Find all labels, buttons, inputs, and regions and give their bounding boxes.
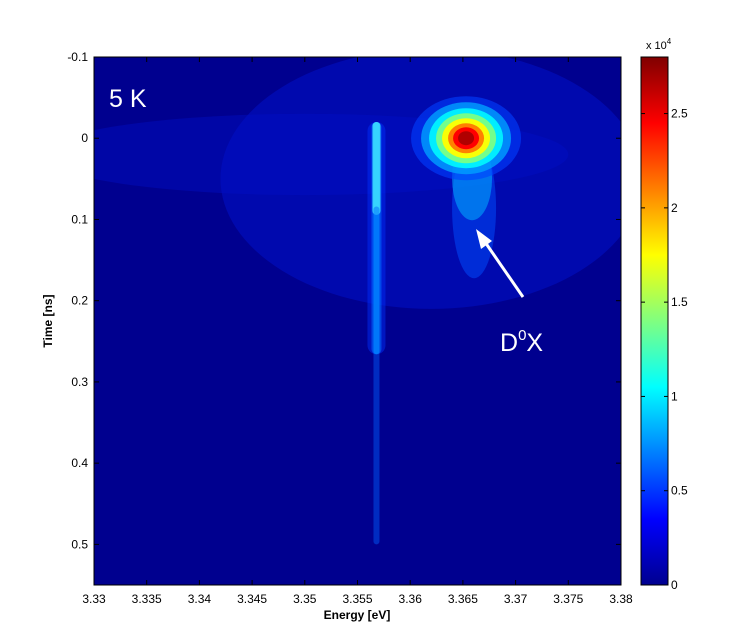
heatmap-layer [94, 57, 621, 545]
peak-arrow-shaft [483, 241, 525, 298]
x-tick-label: 3.36 [399, 592, 423, 606]
peak-label: D0X [500, 327, 543, 357]
y-tick-label: -0.1 [67, 50, 88, 64]
peak-label-main: D [500, 329, 518, 357]
colorbar-axis: 0 0.5 1 1.5 2 2.5 [641, 107, 688, 592]
heatmap-glow [220, 57, 621, 309]
colorbar-tick-label: 2 [671, 201, 678, 215]
x-tick-label: 3.35 [293, 592, 317, 606]
colorbar-exponent: x 104 [646, 37, 672, 52]
colorbar-tick-label: 2.5 [671, 107, 688, 121]
temperature-label: 5 K [109, 85, 147, 113]
y-tick-label: 0.4 [71, 456, 88, 470]
x-tick-label: 3.38 [609, 592, 633, 606]
colorbar-exponent-power: 4 [667, 37, 672, 46]
peak-label-sup: 0 [518, 327, 526, 344]
y-tick-label: 0.5 [71, 537, 88, 551]
x-tick-label: 3.37 [504, 592, 528, 606]
peak-label-tail: X [526, 329, 543, 357]
x-axis-label: Energy [eV] [324, 608, 391, 622]
emission-line-core [372, 121, 381, 215]
intensity-blob-mark [458, 131, 475, 146]
y-tick-label: 0 [81, 131, 88, 145]
colorbar [640, 56, 669, 586]
colorbar-tick-label: 1 [671, 389, 678, 403]
x-tick-label: 3.345 [237, 592, 267, 606]
x-tick-label: 3.355 [342, 592, 372, 606]
y-tick-label: 0.2 [71, 294, 88, 308]
x-tick-label: 3.375 [553, 592, 583, 606]
colorbar-tick-label: 0 [671, 578, 678, 592]
colorbar-tick-label: 1.5 [671, 295, 688, 309]
y-tick-label: 0.3 [71, 375, 88, 389]
x-tick-label: 3.365 [448, 592, 478, 606]
y-axis: -0.1 0 0.1 0.2 0.3 0.4 0.5 [67, 50, 621, 551]
y-axis-label: Time [ns] [41, 294, 55, 347]
emission-line-tail [373, 206, 380, 545]
x-tick-label: 3.335 [132, 592, 162, 606]
colorbar-tick-label: 0.5 [671, 484, 688, 498]
x-tick-label: 3.33 [82, 592, 106, 606]
peak-arrow-head [476, 229, 492, 249]
y-tick-label: 0.1 [71, 212, 88, 226]
colorbar-exponent-base: x 10 [646, 40, 667, 52]
x-tick-label: 3.34 [188, 592, 212, 606]
x-axis: 3.33 3.335 3.34 3.345 3.35 3.355 3.36 3.365 3.37… [82, 57, 633, 606]
